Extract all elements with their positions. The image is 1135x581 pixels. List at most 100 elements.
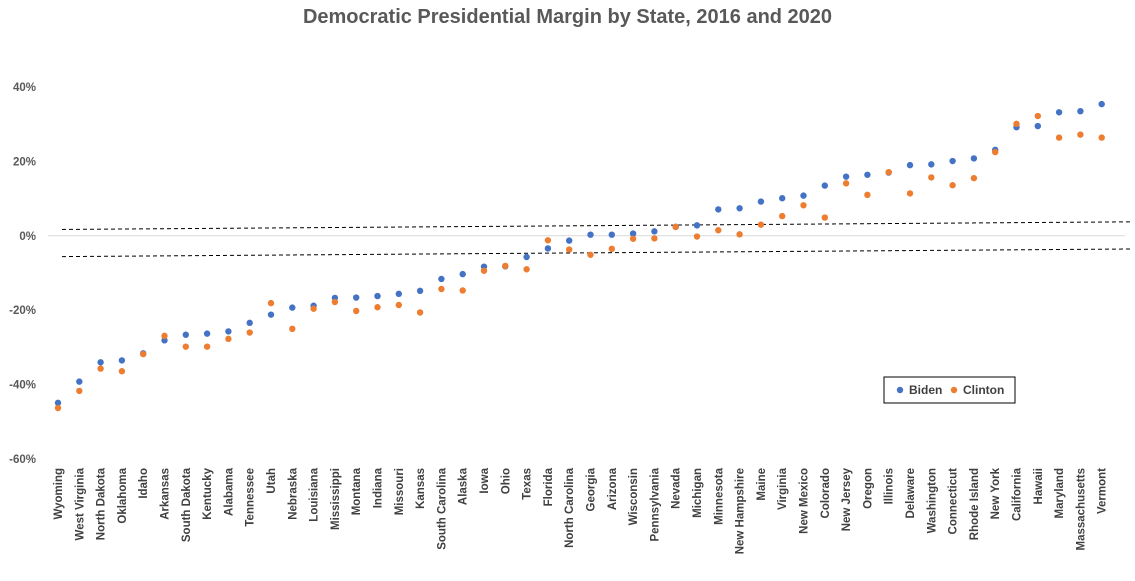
y-tick-label: -60% <box>9 454 36 466</box>
series-biden <box>54 100 1105 407</box>
x-category-label: Mississippi <box>330 468 342 530</box>
biden-point-kentucky <box>203 330 211 337</box>
clinton-point-nevada <box>672 223 679 231</box>
biden-point-arizona <box>608 231 615 238</box>
clinton-point-washington <box>928 174 935 181</box>
biden-point-new-hampshire <box>736 205 743 212</box>
biden-point-minnesota <box>715 206 722 213</box>
x-category-label: Missouri <box>394 468 406 515</box>
x-category-label: West Virginia <box>74 467 86 540</box>
clinton-point-arkansas <box>161 332 168 340</box>
x-category-label: Texas <box>522 468 534 500</box>
biden-point-wyoming <box>54 399 62 407</box>
clinton-point-wyoming <box>54 404 62 412</box>
x-category-label: New York <box>990 467 1002 519</box>
biden-point-montana <box>353 294 360 301</box>
clinton-point-new-mexico <box>800 202 807 209</box>
biden-point-georgia <box>587 231 594 238</box>
clinton-point-idaho <box>140 350 147 358</box>
biden-point-maryland <box>1055 109 1063 116</box>
clinton-point-new-hampshire <box>736 231 743 238</box>
x-category-label: Connecticut <box>948 468 960 535</box>
x-category-label: Wyoming <box>53 468 65 520</box>
x-category-label: New Mexico <box>799 468 811 534</box>
clinton-point-california <box>1013 120 1020 128</box>
x-category-label: Pennsylvania <box>649 467 661 541</box>
x-category-label: Vermont <box>1097 468 1109 514</box>
y-tick-label: -40% <box>9 380 36 392</box>
clinton-point-virginia <box>779 212 786 220</box>
x-category-label: Arizona <box>607 467 619 510</box>
clinton-point-hawaii <box>1034 112 1042 120</box>
x-category-label: Hawaii <box>1033 468 1045 504</box>
x-category-label: Colorado <box>820 468 832 518</box>
dashed-reference-line <box>61 248 1134 258</box>
biden-point-hawaii <box>1034 122 1042 130</box>
biden-point-kansas <box>416 287 424 295</box>
biden-point-south-dakota <box>182 331 189 338</box>
biden-point-wisconsin <box>629 230 637 237</box>
x-category-label: Alabama <box>223 467 235 516</box>
reference-lines <box>61 221 1134 258</box>
clinton-point-montana <box>353 307 360 315</box>
x-category-label: Alaska <box>458 467 470 505</box>
x-category-label: Minnesota <box>713 467 725 524</box>
biden-point-new-mexico <box>800 192 807 199</box>
biden-point-rhode-island <box>970 155 978 162</box>
biden-point-delaware <box>906 161 914 169</box>
data-points <box>54 100 1105 412</box>
biden-point-new-jersey <box>842 173 850 180</box>
clinton-point-kansas <box>416 309 424 316</box>
biden-point-oregon <box>864 171 871 178</box>
x-category-label: Ohio <box>500 468 512 494</box>
legend-label-biden: Biden <box>909 383 942 397</box>
x-category-label: Kentucky <box>202 467 214 519</box>
clinton-point-michigan <box>693 233 701 240</box>
x-axis-category-labels: Wyoming West Virginia North Dakota Oklahoma… <box>53 467 1109 554</box>
series-clinton <box>54 112 1105 412</box>
y-tick-label: 40% <box>13 82 36 94</box>
x-category-label: Oregon <box>862 468 874 509</box>
clinton-point-west-virginia <box>76 387 83 395</box>
clinton-point-florida <box>544 237 552 244</box>
clinton-point-arizona <box>608 245 615 253</box>
clinton-point-connecticut <box>949 182 956 189</box>
x-category-label: South Carolina <box>436 467 448 549</box>
clinton-point-oklahoma <box>118 368 126 375</box>
clinton-point-mississippi <box>331 298 339 306</box>
clinton-point-wisconsin <box>629 235 637 242</box>
y-axis-ticks: 40% 20% 0% -20% -40% -60% <box>9 82 36 466</box>
x-category-label: Iowa <box>479 467 491 493</box>
biden-point-maine <box>757 198 765 205</box>
x-category-label: Massachusetts <box>1075 468 1087 550</box>
x-category-label: Tennessee <box>245 468 257 527</box>
x-category-label: Florida <box>543 467 555 506</box>
clinton-point-alabama <box>225 335 232 343</box>
clinton-point-missouri <box>395 301 402 309</box>
biden-point-oklahoma <box>118 357 126 364</box>
biden-point-north-carolina <box>566 237 573 244</box>
x-category-label: Nevada <box>671 467 683 509</box>
x-category-label: Delaware <box>905 468 917 519</box>
clinton-point-minnesota <box>715 227 722 234</box>
clinton-point-indiana <box>374 304 381 311</box>
clinton-point-georgia <box>587 251 594 258</box>
x-category-label: Utah <box>266 468 278 494</box>
dashed-reference-line <box>61 221 1134 230</box>
clinton-point-north-dakota <box>97 365 104 372</box>
clinton-point-colorado <box>821 214 828 221</box>
x-category-label: Idaho <box>138 468 150 499</box>
x-category-label: New Hampshire <box>735 468 747 554</box>
x-category-label: Oklahoma <box>117 467 129 523</box>
x-category-label: New Jersey <box>841 467 853 531</box>
legend-marker-clinton <box>950 386 958 394</box>
biden-point-vermont <box>1098 100 1105 108</box>
x-category-label: Louisiana <box>309 467 321 521</box>
x-category-label: Indiana <box>373 467 385 508</box>
biden-point-nebraska <box>289 304 296 311</box>
clinton-point-new-york <box>992 148 999 156</box>
legend: Biden Clinton <box>883 376 1016 404</box>
legend-box <box>883 376 1016 404</box>
clinton-point-south-carolina <box>438 285 445 293</box>
x-category-label: Virginia <box>777 467 789 510</box>
